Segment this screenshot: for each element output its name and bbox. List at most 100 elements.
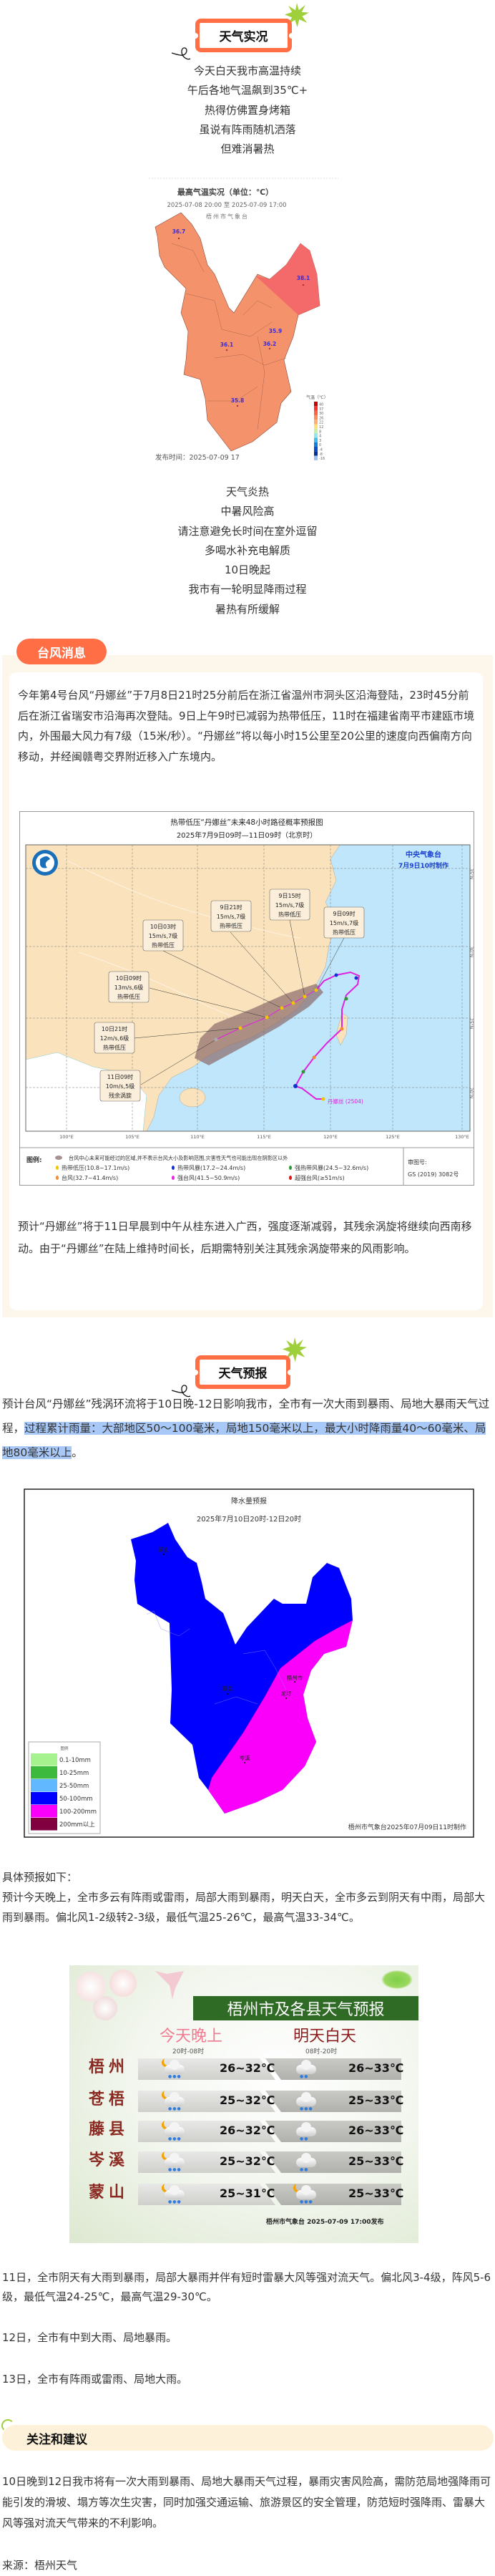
rain-legend-label: 10-25mm (59, 1770, 89, 1777)
moon-cloud-rain-icon: ●●● (161, 2151, 185, 2173)
hainan-island (179, 1088, 206, 1108)
made-label: 7月9日10时制作 (398, 861, 449, 870)
forecast-point-wind: 15m/s,7级 (275, 901, 304, 909)
temp-legend-swatch (314, 442, 318, 447)
forecast-point-time: 9日09时 (333, 910, 355, 917)
forecast-point-time: 10日03时 (150, 923, 176, 930)
intensity-legend-marker (56, 1166, 59, 1170)
moon-cloud-rain-icon: ●●● (161, 2058, 185, 2080)
forecast-point-wind: 12m/s,6级 (100, 1035, 129, 1042)
temp-legend-swatch (314, 415, 318, 420)
temp-map-issuer: 梧州市气象台 (206, 213, 249, 220)
section-title-forecast: 天气预报 (192, 1355, 293, 1389)
temp-legend-tick: 0 (319, 443, 321, 447)
county-name: 藤县 (89, 2120, 129, 2139)
lat-label: 30°N (469, 946, 474, 957)
rain-legend-swatch (31, 1818, 57, 1831)
typhoon-track-map: 热带低压“丹娜丝”未来48小时路径概率预报图 2025年7月9日09时—11日0… (19, 811, 474, 1186)
place-label: 岑溪 (240, 1754, 250, 1761)
outro-line: 我市有一轮明显降雨过程 (188, 583, 307, 596)
temp-legend-tick: -4 (319, 448, 323, 452)
rain-legend-label: 0.1-10mm (59, 1757, 91, 1764)
temp-legend-tick: -16 (319, 457, 325, 461)
tonight-temp: 25~32℃ (220, 2093, 275, 2107)
lon-label: 130°E (455, 1134, 469, 1140)
tomorrow-temp: 25~33℃ (348, 2187, 404, 2200)
forecast-point-level: 残余涡旋 (109, 1092, 132, 1099)
temp-legend-tick: -8 (319, 452, 323, 457)
county-forecast-row: 蒙山 ●●● 25~31℃ ●●● 25~33℃ (69, 2183, 418, 2207)
intensity-legend-marker (56, 1176, 59, 1180)
intro-line: 午后各地气温飙到35℃+ (187, 84, 308, 97)
hot-region-fill (255, 243, 320, 315)
forecast-point-time: 10日21时 (102, 1025, 127, 1032)
loop-doodle-icon (171, 1385, 191, 1398)
ring-decoration-icon (1, 2419, 14, 2432)
lon-label: 125°E (386, 1134, 400, 1140)
county-forecast-card: 梧州市及各县天气预报 今天晚上 20时-08时 明天白天 08时-20时 梧州 ●… (69, 1965, 418, 2243)
tomorrow-cell (265, 2151, 401, 2173)
intensity-legend-label: 强台风(41.5~50.9m/s) (177, 1174, 240, 1181)
intro-line: 热得仿佛置身烤箱 (204, 103, 290, 117)
tonight-cell (138, 2184, 275, 2205)
cloud-rain-icon: ●● (293, 2151, 317, 2173)
forecast-summary: 预计台风“丹娜丝”残涡环流将于10日晚-12日影响我市，全市有一次大雨到暴雨、局… (2, 1392, 493, 1465)
intensity-legend-marker (289, 1166, 292, 1170)
temp-legend-swatch (314, 406, 318, 411)
lat-label: 35°N (469, 868, 474, 879)
lat-label: 20°N (469, 1088, 474, 1098)
station-value: 35.8 (231, 397, 245, 404)
cloud-rain-icon: ●● (293, 2121, 317, 2142)
legend-label: 图例: (26, 1156, 42, 1164)
place-label: 龙圩 (281, 1690, 292, 1697)
moon-cloud-rain-icon: ●●● (161, 2091, 185, 2112)
tomorrow-temp: 26~33℃ (348, 2061, 404, 2075)
temp-legend-tick: 8 (319, 430, 321, 434)
tonight-temp: 25~32℃ (220, 2154, 275, 2168)
typhoon-para-1: 今年第4号台风“丹娜丝”于7月8日21时25分前后在浙江省温州市洞头区沿海登陆，… (18, 689, 475, 763)
place-label: 梧州市 (287, 1674, 303, 1681)
county-name: 蒙山 (89, 2183, 129, 2202)
lon-label: 105°E (125, 1134, 139, 1140)
cloud-rain-icon: ●●● (293, 2091, 317, 2112)
tonight-hours: 20时-08时 (172, 2048, 205, 2056)
cone-legend-swatch (55, 1156, 62, 1160)
intensity-legend-label: 超强台风(≥51m/s) (295, 1174, 345, 1181)
temp-legend-swatch (314, 402, 318, 407)
typhoon-map-period: 2025年7月9日09时—11日09时（北京时） (177, 831, 317, 840)
outro-line: 请注意避免长时间在室外逗留 (177, 524, 318, 538)
moon-cloud-rain-icon: ●●● (161, 2184, 185, 2205)
temp-legend-tick: 22 (319, 421, 323, 425)
advice-text: 10日晚到12日我市将有一次大雨到暴雨、局地大暴雨天气过程，暴雨灾害风险高，需防… (2, 2475, 491, 2529)
temp-legend-swatch (314, 433, 318, 438)
forecast-detail: 具体预报如下： 预计今天晚上，全市多云有阵雨或雷雨，局部大雨到暴雨，明天白天，全… (2, 1867, 493, 1927)
tomorrow-temp: 26~33℃ (348, 2124, 404, 2137)
lat-label: 25°N (469, 1018, 474, 1029)
forecast-point-wind: 13m/s,6级 (114, 984, 143, 991)
tonight-cell (138, 2151, 275, 2173)
butterfly-decoration (155, 1971, 184, 2000)
detail-today: 预计今天晚上，全市多云有阵雨或雷雨，局部大雨到暴雨，明天白天，全市多云到阴天有中… (2, 1891, 486, 1924)
outro-line: 暑热有所缓解 (215, 602, 280, 616)
city-region-fill (155, 212, 320, 452)
forecast-point-level: 热带低压 (333, 929, 356, 936)
county-forecast-title: 梧州市及各县天气预报 (193, 1996, 418, 2020)
source-label: 来源：梧州天气 (2, 2559, 78, 2572)
rain-legend: 0.1-10mm 10-25mm 25-50mm 50-100mm 100-200mm 2… (31, 1753, 97, 1831)
forecast-point-level: 热带低压 (220, 922, 242, 929)
county-forecast-footer: 梧州市气象台 2025-07-09 17:00发布 (266, 2219, 384, 2226)
rain-map-title: 降水量预报 (231, 1496, 267, 1506)
observed-track (294, 971, 361, 1100)
tomorrow-heading: 明天白天 (293, 2028, 357, 2045)
rain-map-footer: 梧州市气象台2025年07月09日11时制作 (348, 1823, 466, 1831)
temp-legend-swatch (314, 420, 318, 425)
forecast-summary-plain: 预计台风“丹娜丝”残涡环流将于10日晚-12日影响我市，全市有一次大雨到暴雨、局… (2, 1398, 490, 1435)
temp-legend-tick: 3 (319, 439, 321, 443)
temp-legend-swatch (314, 455, 318, 460)
county-name: 岑溪 (89, 2151, 129, 2169)
